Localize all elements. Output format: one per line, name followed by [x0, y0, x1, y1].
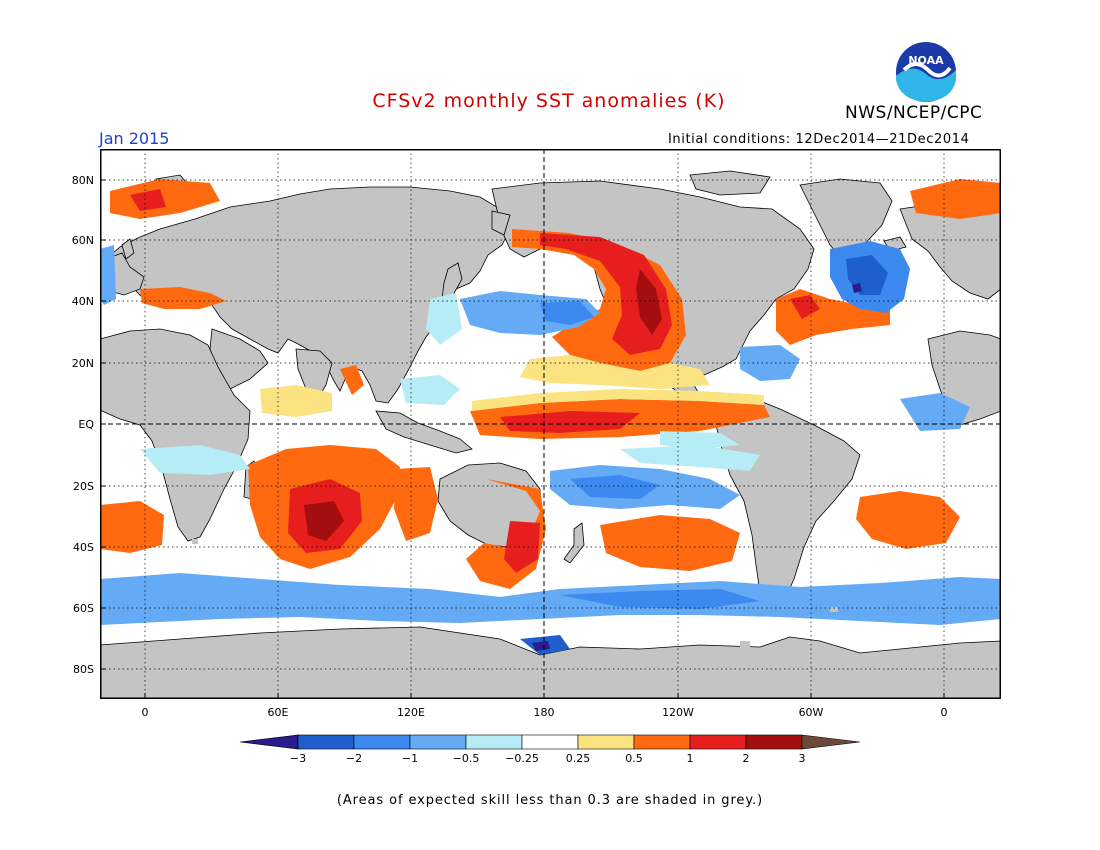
lat-label-eq: EQ: [78, 418, 94, 431]
anomaly-south-indian-max: [304, 501, 344, 541]
equator-dateline: [100, 149, 1001, 699]
lon-label-60e: 60E: [267, 706, 289, 719]
map-ticks: [100, 179, 945, 699]
colorbar-cell: [521, 734, 579, 750]
colorbar-cell: [465, 734, 523, 750]
land-alaska: [491, 210, 511, 236]
anomaly-se-atlantic: [100, 501, 164, 553]
lon-label-0-east: 0: [940, 706, 948, 719]
valid-month: Jan 2015: [99, 129, 170, 148]
colorbar-tick-label: −2: [345, 752, 363, 765]
colorbar-tick-label: 0.25: [565, 752, 591, 765]
anomaly-ross-sea-max: [532, 641, 550, 651]
lat-label-80n: 80N: [71, 174, 94, 187]
colorbar-tick-label: −0.25: [505, 752, 539, 765]
anomaly-barents: [110, 179, 220, 219]
anomaly-nino-core: [500, 411, 640, 433]
lat-label-60n: 60N: [71, 234, 94, 247]
colorbar-cell-above-max: [801, 734, 861, 750]
lat-label-20n: 20N: [71, 357, 94, 370]
colorbar-cell: [297, 734, 355, 750]
anomaly-south-pacific-40s: [600, 515, 740, 571]
colorbar-tick-label: 3: [798, 752, 806, 765]
lon-label-180: 180: [533, 706, 555, 719]
colorbar-tick-label: −1: [401, 752, 419, 765]
anomaly-subtropical-sp-core: [570, 475, 660, 499]
anomaly-north-atlantic-max: [852, 283, 862, 293]
anomaly-north-pacific-core: [540, 301, 594, 325]
anomaly-southern-ocean-band: [100, 573, 1001, 625]
lat-label-80s: 80S: [73, 663, 94, 676]
anomaly-gulf-of-alaska: [540, 233, 672, 355]
lat-label-60s: 60S: [73, 602, 94, 615]
land-canadian-arctic: [689, 170, 771, 196]
anomaly-west-pacific-cool: [400, 375, 460, 405]
colorbar: [239, 734, 861, 750]
anomaly-tropical-atlantic: [740, 345, 800, 381]
anomaly-labrador: [100, 245, 116, 305]
noaa-logo: NOAA: [894, 40, 958, 104]
colorbar-tick-label: 1: [686, 752, 694, 765]
anomaly-barents-core: [130, 189, 166, 211]
land-masses: [100, 170, 1001, 699]
colorbar-cell: [745, 734, 803, 750]
anomaly-south-indian-cool: [140, 445, 250, 475]
anomaly-alaska-coast-max: [636, 269, 662, 335]
colorbar-cell: [689, 734, 747, 750]
anomaly-barents-east-copy: [910, 179, 1001, 219]
lon-label-60w: 60W: [798, 706, 824, 719]
colorbar-cell: [353, 734, 411, 750]
lat-label-40n: 40N: [71, 295, 94, 308]
lon-label-120w: 120W: [662, 706, 694, 719]
land-new-zealand: [563, 522, 585, 564]
land-antarctica: [100, 626, 1001, 699]
anomaly-nino-edge: [472, 389, 764, 411]
colorbar-cell: [633, 734, 691, 750]
sst-anomaly-map: [100, 149, 1001, 699]
land-south-america: [715, 396, 861, 614]
agency-label: NWS/NCEP/CPC: [845, 103, 983, 123]
anomaly-south-atlantic-40s: [856, 491, 960, 549]
land-maritime-continent: [375, 410, 473, 454]
anomaly-eastern-tropical-sp: [660, 431, 740, 449]
anomaly-bay-of-bengal: [340, 365, 364, 395]
low-skill-areas: [192, 539, 838, 647]
anomaly-atlantic-east-cool: [900, 393, 970, 431]
skill-footnote: (Areas of expected skill less than 0.3 a…: [336, 793, 764, 808]
colorbar-tick-label: 0.5: [625, 752, 643, 765]
colorbar-cell: [409, 734, 467, 750]
land-africa: [100, 328, 251, 542]
colorbar-tick-label: 2: [742, 752, 750, 765]
colorbar-tick-label: −0.5: [452, 752, 480, 765]
land-uk: [121, 238, 135, 260]
anomaly-southern-ocean-core: [560, 589, 760, 609]
lat-label-20s: 20S: [73, 480, 94, 493]
anomaly-tasman-core: [504, 521, 540, 573]
cool-anomalies: [100, 241, 1001, 655]
chart-title: CFSv2 monthly SST anomalies (K): [372, 90, 726, 112]
lon-label-0-west: 0: [141, 706, 149, 719]
anomaly-subtropical-nepac: [520, 355, 710, 389]
colorbar-cell-below-min: [239, 734, 299, 750]
colorbar-cell: [577, 734, 635, 750]
anomaly-mediterranean: [140, 287, 226, 309]
lon-label-120e: 120E: [397, 706, 425, 719]
anomaly-kuroshio-cool: [426, 293, 462, 345]
lat-label-40s: 40S: [73, 541, 94, 554]
anomaly-east-sp-light: [620, 445, 760, 471]
initial-conditions: Initial conditions: 12Dec2014—21Dec2014: [668, 132, 970, 147]
anomaly-west-australia: [394, 467, 438, 541]
warm-anomalies: [100, 179, 1001, 589]
colorbar-tick-label: −3: [289, 752, 307, 765]
noaa-logo-text: NOAA: [908, 54, 944, 67]
